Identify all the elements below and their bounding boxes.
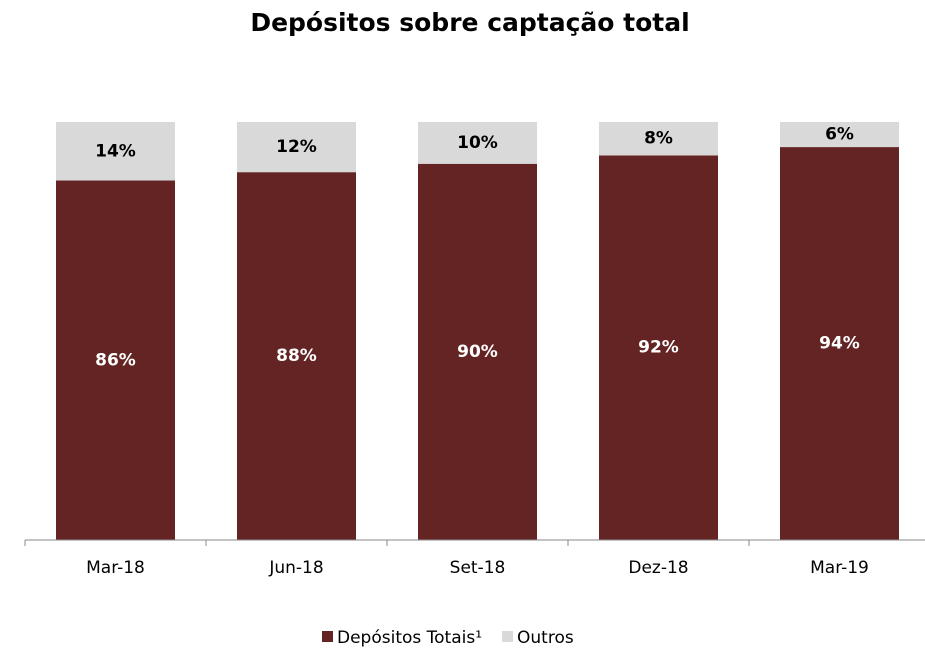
- chart-title: Depósitos sobre captação total: [250, 8, 689, 37]
- x-tick-label: Dez-18: [628, 558, 688, 578]
- data-label: 8%: [644, 129, 673, 149]
- legend-label: Depósitos Totais¹: [337, 628, 482, 648]
- data-label: 12%: [276, 137, 317, 157]
- data-label: 88%: [276, 346, 317, 366]
- data-label: 92%: [638, 338, 679, 358]
- x-tick-label: Jun-18: [268, 558, 323, 578]
- bar-segment: [237, 172, 356, 540]
- data-label: 14%: [95, 141, 136, 161]
- bar-segment: [599, 155, 718, 540]
- data-label: 86%: [95, 350, 136, 370]
- x-tick-label: Mar-18: [86, 558, 145, 578]
- legend-swatch: [502, 631, 514, 642]
- bar-segment: [56, 180, 175, 540]
- data-label: 10%: [457, 133, 498, 153]
- legend-swatch: [322, 631, 333, 642]
- bar-segment: [56, 122, 175, 181]
- legend-label: Outros: [517, 628, 574, 648]
- bar-segment: [780, 122, 899, 148]
- x-tick-label: Set-18: [450, 558, 506, 578]
- data-label: 94%: [819, 334, 860, 354]
- bar-segment: [418, 122, 537, 164]
- data-label: 90%: [457, 342, 498, 362]
- data-label: 6%: [825, 125, 854, 145]
- x-tick-label: Mar-19: [810, 558, 869, 578]
- bar-segment: [237, 122, 356, 173]
- bar-segment: [599, 122, 718, 156]
- bar-segment: [418, 163, 537, 541]
- bar-segment: [780, 147, 899, 540]
